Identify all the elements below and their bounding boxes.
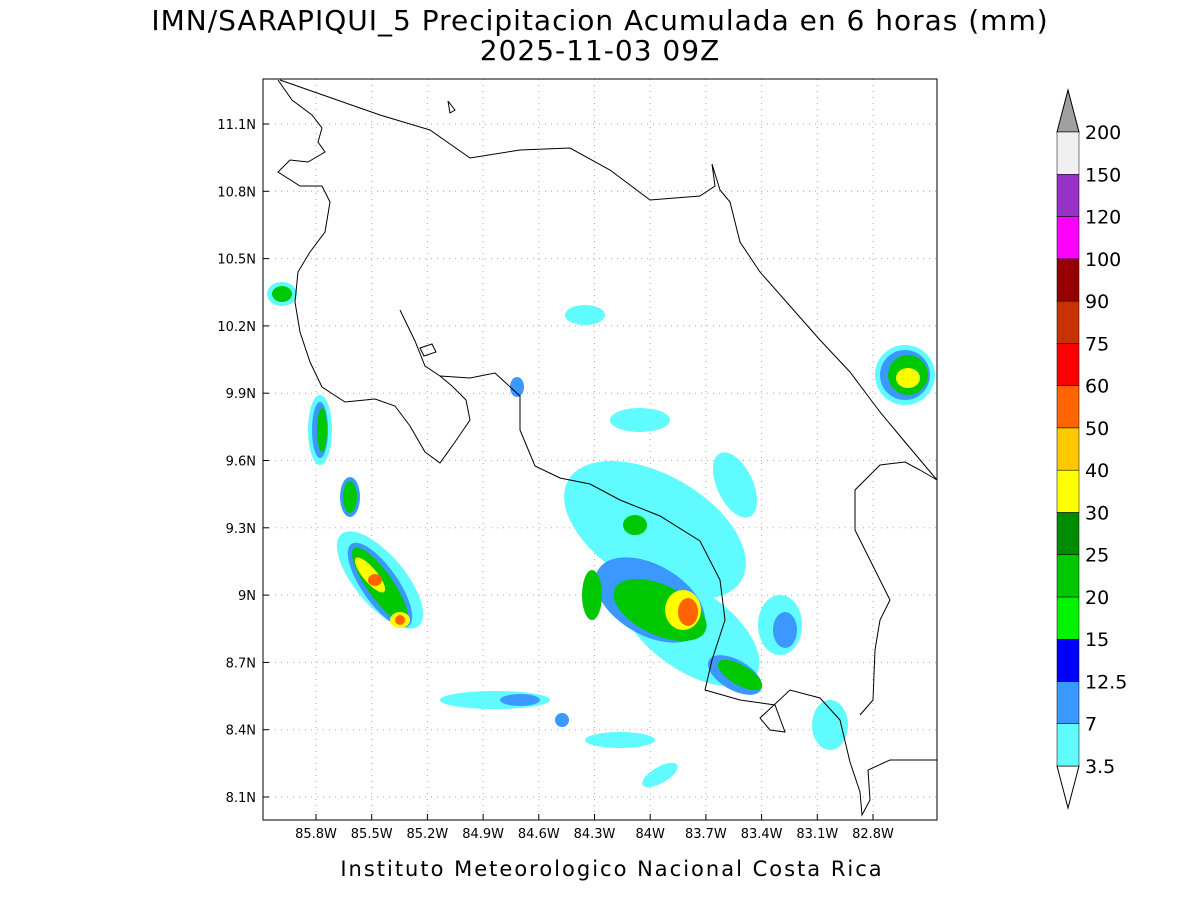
x-tick-label: 85.8W bbox=[295, 827, 337, 842]
x-tick-label: 83.7W bbox=[685, 827, 727, 842]
y-tick-label: 10.5N bbox=[217, 253, 256, 268]
coastlines bbox=[277, 79, 938, 817]
colorbar-swatch bbox=[1056, 427, 1080, 471]
y-tick-label: 9.9N bbox=[226, 387, 256, 402]
title: IMN/SARAPIQUI_5 Precipitacion Acumulada … bbox=[151, 4, 1048, 37]
colorbar-swatch bbox=[1056, 596, 1080, 640]
precipitation bbox=[267, 282, 935, 788]
colorbar-label: 90 bbox=[1085, 291, 1109, 313]
y-tick-label: 11.1N bbox=[217, 118, 256, 133]
x-tick-label: 85.2W bbox=[406, 827, 448, 842]
colorbar-label: 120 bbox=[1085, 207, 1121, 229]
colorbar-label: 40 bbox=[1085, 460, 1109, 482]
colorbar-label: 100 bbox=[1085, 249, 1121, 271]
colorbar-swatch bbox=[1056, 681, 1080, 724]
colorbar-label: 50 bbox=[1085, 418, 1109, 440]
y-tick-label: 9.6N bbox=[226, 455, 256, 470]
axes: 85.8W 85.5W 85.2W 84.9W 84.6W 84.3W 84W 83.7W 83… bbox=[217, 118, 894, 842]
colorbar-swatch bbox=[1056, 512, 1080, 555]
x-tick-label: 84W bbox=[635, 827, 665, 842]
y-tick-label: 8.7N bbox=[226, 656, 256, 671]
colorbar-label: 30 bbox=[1085, 502, 1109, 524]
colorbar: 3.5 7 12.5 15 20 25 30 40 50 60 75 90 100 120 150 200 bbox=[1056, 88, 1127, 810]
y-tick-label: 10.8N bbox=[217, 185, 256, 200]
colorbar-swatch bbox=[1056, 131, 1080, 175]
colorbar-swatch bbox=[1056, 258, 1080, 302]
y-tick-label: 8.4N bbox=[226, 724, 256, 739]
colorbar-label: 25 bbox=[1085, 545, 1109, 567]
colorbar-label: 7 bbox=[1085, 714, 1097, 736]
colorbar-swatch bbox=[1056, 343, 1080, 386]
colorbar-swatch bbox=[1056, 554, 1080, 598]
colorbar-swatch bbox=[1056, 723, 1080, 767]
colorbar-swatch bbox=[1056, 174, 1080, 217]
colorbar-swatch bbox=[1056, 300, 1080, 344]
colorbar-swatch bbox=[1056, 216, 1080, 260]
x-tick-label: 85.5W bbox=[351, 827, 393, 842]
precip-extreme bbox=[368, 574, 698, 626]
y-tick-label: 9.3N bbox=[226, 522, 256, 537]
colorbar-label: 200 bbox=[1085, 122, 1121, 144]
colorbar-swatch bbox=[1056, 638, 1080, 682]
colorbar-swatch bbox=[1056, 385, 1080, 429]
footer: Instituto Meteorologico Nacional Costa R… bbox=[340, 857, 883, 881]
subtitle: 2025-11-03 09Z bbox=[480, 34, 720, 67]
colorbar-swatch bbox=[1056, 469, 1080, 513]
y-tick-label: 8.1N bbox=[226, 791, 256, 806]
colorbar-label: 150 bbox=[1085, 164, 1121, 186]
colorbar-label: 20 bbox=[1085, 587, 1109, 609]
map-frame bbox=[262, 78, 938, 821]
x-tick-label: 83.4W bbox=[741, 827, 783, 842]
colorbar-label: 75 bbox=[1085, 333, 1109, 355]
colorbar-label: 3.5 bbox=[1085, 756, 1115, 778]
x-tick-label: 84.3W bbox=[574, 827, 616, 842]
colorbar-label: 15 bbox=[1085, 629, 1109, 651]
x-tick-label: 84.9W bbox=[462, 827, 504, 842]
y-tick-label: 9N bbox=[238, 589, 256, 604]
x-tick-label: 82.8W bbox=[852, 827, 894, 842]
colorbar-label: 12.5 bbox=[1085, 671, 1127, 693]
colorbar-label: 60 bbox=[1085, 376, 1109, 398]
y-tick-label: 10.2N bbox=[217, 320, 256, 335]
x-tick-label: 84.6W bbox=[518, 827, 560, 842]
x-tick-label: 83.1W bbox=[796, 827, 838, 842]
